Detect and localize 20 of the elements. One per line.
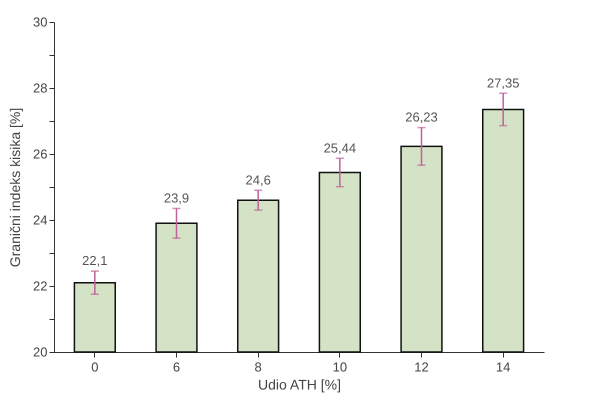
x-tick-label: 0 [91,360,98,374]
y-tick-label: 30 [33,14,48,30]
data-label: 24,6 [246,172,271,188]
x-tick-label: 12 [414,360,429,374]
x-tick-label: 10 [332,360,348,374]
x-tick-label: 6 [172,360,180,374]
y-tick-label: 22 [33,278,48,294]
data-label: 22,1 [82,253,108,268]
data-label: 26,23 [405,110,438,125]
x-axis-title: Udio ATH [%] [258,376,341,392]
x-tick-label: 8 [254,360,262,374]
data-label: 25,44 [324,140,356,156]
x-tick-label: 14 [496,360,510,374]
y-tick-label: 24 [33,212,48,228]
y-tick-label: 26 [33,146,48,162]
y-tick-label: 28 [33,80,48,96]
y-axis-title: Granični indeks kisika [%] [7,108,24,268]
data-label: 27,35 [486,75,520,90]
data-label: 23,9 [164,190,190,206]
y-tick-label: 20 [33,344,48,360]
